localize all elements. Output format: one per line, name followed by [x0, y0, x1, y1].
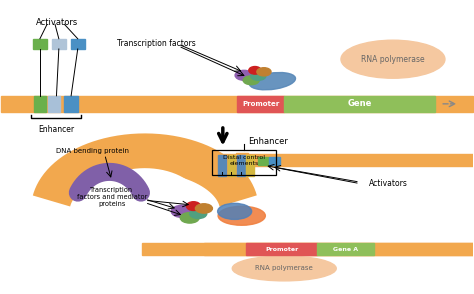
Ellipse shape	[341, 40, 445, 78]
Ellipse shape	[235, 70, 253, 80]
Bar	[269, 157, 280, 165]
Ellipse shape	[190, 209, 207, 218]
Text: Distal control
elements: Distal control elements	[223, 155, 265, 166]
Bar	[246, 155, 254, 176]
Text: Gene: Gene	[348, 99, 372, 108]
Bar	[218, 155, 226, 176]
Bar	[0, 96, 474, 112]
Bar	[33, 39, 47, 49]
Ellipse shape	[243, 76, 259, 85]
Text: DNA bending protein: DNA bending protein	[56, 148, 129, 154]
Text: Enhancer: Enhancer	[248, 137, 288, 146]
Bar	[237, 96, 284, 112]
Ellipse shape	[171, 205, 194, 218]
Bar	[318, 243, 374, 255]
Text: Activators: Activators	[369, 179, 408, 188]
Text: Enhancer: Enhancer	[38, 125, 74, 134]
Ellipse shape	[180, 213, 199, 223]
Bar	[143, 243, 474, 255]
Text: Gene A: Gene A	[333, 247, 358, 252]
Ellipse shape	[218, 203, 252, 219]
Ellipse shape	[251, 72, 266, 80]
Bar	[204, 243, 474, 255]
Text: Activators: Activators	[36, 18, 79, 27]
Ellipse shape	[257, 68, 271, 76]
Text: RNA polymerase: RNA polymerase	[255, 265, 313, 271]
Ellipse shape	[218, 206, 265, 225]
Bar	[246, 243, 318, 255]
Bar	[64, 96, 78, 112]
Bar	[284, 96, 436, 112]
Bar	[48, 96, 60, 112]
Bar	[212, 150, 276, 175]
Text: Transcription factors: Transcription factors	[117, 39, 196, 48]
Ellipse shape	[249, 73, 295, 90]
Ellipse shape	[186, 202, 201, 211]
Bar	[218, 154, 474, 166]
Bar	[71, 39, 85, 49]
Bar	[258, 157, 269, 165]
Ellipse shape	[249, 66, 261, 74]
Text: Transcription
factors and mediator
proteins: Transcription factors and mediator prote…	[77, 187, 147, 207]
Text: Promoter: Promoter	[265, 247, 299, 252]
Text: RNA polymerase: RNA polymerase	[361, 55, 425, 64]
Bar	[236, 153, 247, 166]
Ellipse shape	[195, 204, 212, 213]
Bar	[52, 39, 66, 49]
Ellipse shape	[232, 256, 336, 281]
Bar	[237, 155, 245, 176]
Bar	[228, 155, 235, 176]
Text: Promoter: Promoter	[242, 101, 279, 107]
Bar	[34, 96, 46, 112]
